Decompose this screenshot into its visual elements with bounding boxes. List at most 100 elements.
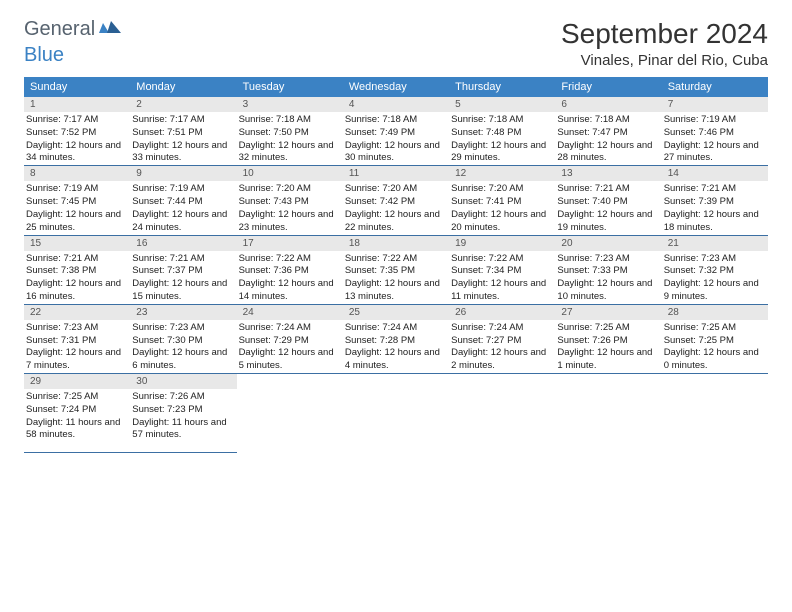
sunset-text: Sunset: 7:26 PM [557, 335, 659, 348]
sunrise-text: Sunrise: 7:17 AM [132, 114, 234, 127]
sunrise-text: Sunrise: 7:22 AM [345, 253, 447, 266]
calendar-cell: 24Sunrise: 7:24 AMSunset: 7:29 PMDayligh… [237, 304, 343, 373]
sunrise-text: Sunrise: 7:23 AM [26, 322, 128, 335]
day-number: 26 [449, 305, 555, 320]
calendar-cell: 6Sunrise: 7:18 AMSunset: 7:47 PMDaylight… [555, 97, 661, 166]
sunset-text: Sunset: 7:27 PM [451, 335, 553, 348]
daylight-text: Daylight: 12 hours and 32 minutes. [239, 140, 341, 166]
day-number: 5 [449, 97, 555, 112]
day-number: 16 [130, 236, 236, 251]
sunset-text: Sunset: 7:34 PM [451, 265, 553, 278]
calendar-cell: 12Sunrise: 7:20 AMSunset: 7:41 PMDayligh… [449, 166, 555, 235]
weekday-header: Friday [555, 77, 661, 97]
daylight-text: Daylight: 12 hours and 1 minute. [557, 347, 659, 373]
sunset-text: Sunset: 7:43 PM [239, 196, 341, 209]
daylight-text: Daylight: 12 hours and 7 minutes. [26, 347, 128, 373]
day-number: 7 [662, 97, 768, 112]
sunset-text: Sunset: 7:33 PM [557, 265, 659, 278]
sunset-text: Sunset: 7:44 PM [132, 196, 234, 209]
sunset-text: Sunset: 7:24 PM [26, 404, 128, 417]
daylight-text: Daylight: 12 hours and 0 minutes. [664, 347, 766, 373]
calendar-cell: 26Sunrise: 7:24 AMSunset: 7:27 PMDayligh… [449, 304, 555, 373]
calendar-cell: 30Sunrise: 7:26 AMSunset: 7:23 PMDayligh… [130, 374, 236, 453]
day-number: 2 [130, 97, 236, 112]
sunrise-text: Sunrise: 7:21 AM [26, 253, 128, 266]
day-entry: Sunrise: 7:17 AMSunset: 7:52 PMDaylight:… [24, 112, 130, 165]
calendar-cell: 17Sunrise: 7:22 AMSunset: 7:36 PMDayligh… [237, 235, 343, 304]
sunrise-text: Sunrise: 7:19 AM [26, 183, 128, 196]
calendar-row: 29 Sunrise: 7:25 AMSunset: 7:24 PM Dayligh… [24, 374, 768, 453]
sunrise-text: Sunrise: 7:19 AM [664, 114, 766, 127]
day-number: 22 [24, 305, 130, 320]
sunset-text: Sunset: 7:23 PM [132, 404, 234, 417]
daylight-text: Daylight: 12 hours and 24 minutes. [132, 209, 234, 235]
sunrise-text: Sunrise: 7:25 AM [26, 391, 128, 404]
daylight-text: Daylight: 12 hours and 30 minutes. [345, 140, 447, 166]
daylight-text: Daylight: 11 hours and 57 minutes. [132, 417, 234, 443]
day-entry: Sunrise: 7:21 AMSunset: 7:37 PMDaylight:… [130, 251, 236, 304]
sunset-text: Sunset: 7:32 PM [664, 265, 766, 278]
calendar-cell: 3Sunrise: 7:18 AMSunset: 7:50 PMDaylight… [237, 97, 343, 166]
calendar-cell: 5Sunrise: 7:18 AMSunset: 7:48 PMDaylight… [449, 97, 555, 166]
daylight-text: Daylight: 12 hours and 34 minutes. [26, 140, 128, 166]
sunrise-text: Sunrise: 7:20 AM [451, 183, 553, 196]
daylight-text: Daylight: 12 hours and 25 minutes. [26, 209, 128, 235]
sunrise-text: Sunrise: 7:18 AM [345, 114, 447, 127]
daylight-text: Daylight: 12 hours and 5 minutes. [239, 347, 341, 373]
calendar-cell: 23Sunrise: 7:23 AMSunset: 7:30 PMDayligh… [130, 304, 236, 373]
day-number: 8 [24, 166, 130, 181]
calendar-cell: 28 Sunrise: 7:25 AMSunset: 7:25 PMDayligh… [662, 304, 768, 373]
day-entry: Sunrise: 7:20 AMSunset: 7:43 PMDaylight:… [237, 181, 343, 234]
calendar-row: 22Sunrise: 7:23 AMSunset: 7:31 PMDayligh… [24, 304, 768, 373]
sunset-text: Sunset: 7:37 PM [132, 265, 234, 278]
flag-icon [99, 19, 121, 40]
daylight-text: Daylight: 12 hours and 22 minutes. [345, 209, 447, 235]
sunrise-text: Sunrise: 7:26 AM [132, 391, 234, 404]
sunrise-text: Sunrise: 7:23 AM [132, 322, 234, 335]
sunrise-text: Sunrise: 7:23 AM [664, 253, 766, 266]
calendar-cell: 19Sunrise: 7:22 AMSunset: 7:34 PMDayligh… [449, 235, 555, 304]
day-number: 28 [662, 305, 768, 320]
calendar-cell: 13Sunrise: 7:21 AMSunset: 7:40 PMDayligh… [555, 166, 661, 235]
daylight-text: Daylight: 12 hours and 10 minutes. [557, 278, 659, 304]
calendar-cell: 4Sunrise: 7:18 AMSunset: 7:49 PMDaylight… [343, 97, 449, 166]
day-entry: Sunrise: 7:25 AMSunset: 7:26 PMDaylight:… [555, 320, 661, 373]
sunset-text: Sunset: 7:45 PM [26, 196, 128, 209]
calendar-cell [662, 374, 768, 453]
sunrise-text: Sunrise: 7:25 AM [557, 322, 659, 335]
day-entry: Sunrise: 7:23 AMSunset: 7:33 PMDaylight:… [555, 251, 661, 304]
day-number: 21 [662, 236, 768, 251]
day-entry: Sunrise: 7:18 AMSunset: 7:49 PMDaylight:… [343, 112, 449, 165]
daylight-text: Daylight: 12 hours and 18 minutes. [664, 209, 766, 235]
day-entry: Sunrise: 7:19 AMSunset: 7:45 PMDaylight:… [24, 181, 130, 234]
calendar-page: General September 2024 Vinales, Pinar de… [0, 0, 792, 471]
calendar-cell: 18Sunrise: 7:22 AMSunset: 7:35 PMDayligh… [343, 235, 449, 304]
daylight-text: Daylight: 12 hours and 15 minutes. [132, 278, 234, 304]
sunrise-text: Sunrise: 7:23 AM [557, 253, 659, 266]
daylight-text: Daylight: 12 hours and 13 minutes. [345, 278, 447, 304]
calendar-row: 8Sunrise: 7:19 AMSunset: 7:45 PMDaylight… [24, 166, 768, 235]
sunset-text: Sunset: 7:49 PM [345, 127, 447, 140]
sunrise-text: Sunrise: 7:24 AM [451, 322, 553, 335]
calendar-cell: 14Sunrise: 7:21 AMSunset: 7:39 PMDayligh… [662, 166, 768, 235]
calendar-cell: 21Sunrise: 7:23 AMSunset: 7:32 PMDayligh… [662, 235, 768, 304]
sunset-text: Sunset: 7:35 PM [345, 265, 447, 278]
sunrise-text: Sunrise: 7:24 AM [345, 322, 447, 335]
day-entry: Sunrise: 7:18 AMSunset: 7:50 PMDaylight:… [237, 112, 343, 165]
sunrise-text: Sunrise: 7:25 AM [664, 322, 766, 335]
sunset-text: Sunset: 7:47 PM [557, 127, 659, 140]
day-entry: Sunrise: 7:24 AMSunset: 7:28 PMDaylight:… [343, 320, 449, 373]
calendar-cell: 11Sunrise: 7:20 AMSunset: 7:42 PMDayligh… [343, 166, 449, 235]
brand-part1: General [24, 18, 95, 41]
sunset-text: Sunset: 7:40 PM [557, 196, 659, 209]
weekday-header: Wednesday [343, 77, 449, 97]
day-number: 25 [343, 305, 449, 320]
sunset-text: Sunset: 7:48 PM [451, 127, 553, 140]
day-entry: Sunrise: 7:23 AMSunset: 7:32 PMDaylight:… [662, 251, 768, 304]
day-number: 29 [24, 374, 130, 389]
sunset-text: Sunset: 7:25 PM [664, 335, 766, 348]
day-number: 11 [343, 166, 449, 181]
calendar-cell: 2Sunrise: 7:17 AMSunset: 7:51 PMDaylight… [130, 97, 236, 166]
sunset-text: Sunset: 7:46 PM [664, 127, 766, 140]
calendar-cell: 15Sunrise: 7:21 AMSunset: 7:38 PMDayligh… [24, 235, 130, 304]
